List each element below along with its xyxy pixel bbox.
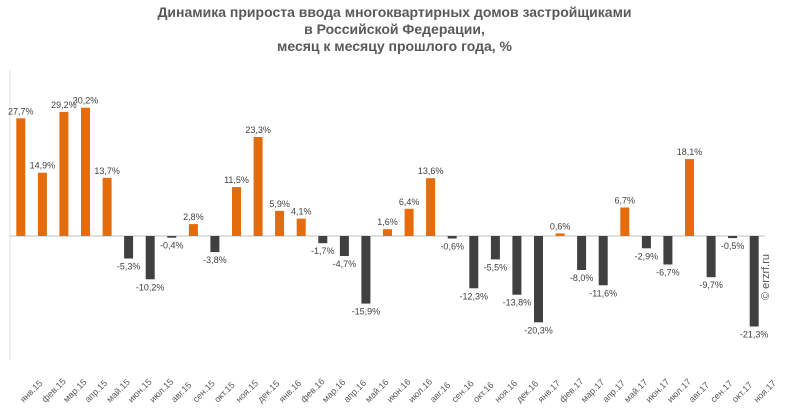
x-tick-label-янв.17: янв.17 <box>536 378 562 404</box>
bar-янв.15 <box>16 118 26 236</box>
bar-июн.15 <box>124 236 134 259</box>
data-label-май.15: 13,7% <box>94 166 120 176</box>
bar-янв.17 <box>534 236 543 323</box>
x-tick-label-сен.15: сен.15 <box>191 378 217 404</box>
data-label-апр.15: 30,2% <box>73 96 99 106</box>
bar-май.16 <box>361 236 371 304</box>
bar-июл.16 <box>404 208 414 236</box>
bar-авг.15 <box>167 236 177 238</box>
x-tick-label-апр.17: апр.17 <box>601 378 627 404</box>
data-label-июн.16: 1,6% <box>377 217 398 227</box>
bar-янв.16 <box>275 210 285 236</box>
data-label-фев.15: 14,9% <box>30 161 56 171</box>
data-label-сен.16: -0,6% <box>440 242 464 252</box>
x-tick-label-окт.17: окт.17 <box>730 380 755 405</box>
chart-title-line-3: месяц к месяцу прошлого года, % <box>277 38 512 54</box>
data-label-дек.16: -13,8% <box>503 298 532 308</box>
x-tick-label-дек.16: дек.16 <box>514 378 540 404</box>
bar-апр.17 <box>598 236 608 286</box>
data-label-июн.15: -5,3% <box>117 262 141 272</box>
bar-апр.15 <box>81 107 90 236</box>
bar-сен.15 <box>188 224 198 236</box>
data-label-апр.17: -11,6% <box>589 288 617 298</box>
data-label-авг.17: 18,1% <box>677 147 703 157</box>
data-label-дек.15: 23,3% <box>245 125 271 135</box>
data-label-фев.16: 4,1% <box>291 207 312 217</box>
bar-сен.17 <box>706 236 716 278</box>
bar-июн.17 <box>641 236 651 249</box>
bar-ноя.17 <box>749 236 759 327</box>
bar-июл.17 <box>663 236 673 265</box>
bar-окт.17 <box>728 236 738 239</box>
bar-авг.17 <box>685 159 694 236</box>
x-tick-label-сен.16: сен.16 <box>450 378 476 404</box>
x-tick-label-окт.16: окт.16 <box>471 380 496 405</box>
bar-окт.16 <box>469 236 479 289</box>
data-label-окт.17: -0,5% <box>721 241 745 251</box>
x-tick-label-янв.16: янв.16 <box>277 378 303 404</box>
x-tick-label-апр.16: апр.16 <box>342 378 368 404</box>
data-label-авг.15: -0,4% <box>160 241 184 251</box>
bar-окт.15 <box>210 236 220 253</box>
bar-мар.17 <box>577 236 587 270</box>
x-tick-label-ноя.16: ноя.16 <box>493 378 519 404</box>
data-label-фев.17: 0,6% <box>550 221 571 231</box>
x-tick-label-ноя.17: ноя.17 <box>752 378 778 404</box>
data-label-сен.15: 2,8% <box>183 212 204 222</box>
bar-ноя.15 <box>232 187 241 236</box>
bar-июн.16 <box>383 229 392 236</box>
x-tick-label-окт.15: окт.15 <box>212 380 237 405</box>
data-label-ноя.15: 11,5% <box>224 175 249 185</box>
bar-мар.16 <box>318 236 328 244</box>
data-label-май.16: -15,9% <box>352 307 381 317</box>
data-label-окт.15: -3,8% <box>203 255 227 265</box>
chart-title: Динамика прироста ввода многоквартирных … <box>0 4 789 55</box>
x-tick-label-апр.15: апр.15 <box>83 378 109 404</box>
data-label-авг.16: 13,6% <box>418 166 444 176</box>
bar-мар.15 <box>59 111 69 236</box>
data-label-ноя.16: -5,5% <box>484 262 508 272</box>
data-label-июл.16: 6,4% <box>399 197 420 207</box>
chart-title-line-2: в Российской Федерации, <box>304 21 485 37</box>
data-label-янв.17: -20,3% <box>524 325 553 335</box>
bar-июл.15 <box>145 236 155 280</box>
data-label-окт.16: -12,3% <box>460 291 489 301</box>
data-label-июл.15: -10,2% <box>136 282 165 292</box>
data-label-янв.16: 5,9% <box>269 199 290 209</box>
data-label-мар.15: 29,2% <box>51 100 77 110</box>
x-tick-label-дек.15: дек.15 <box>255 378 281 404</box>
bar-апр.16 <box>339 236 349 256</box>
data-label-ноя.17: -21,3% <box>740 330 769 340</box>
bar-фев.17 <box>555 233 565 236</box>
source-watermark: © erzrf.ru <box>760 254 772 300</box>
x-tick-label-ноя.15: ноя.15 <box>234 378 260 404</box>
chart-title-line-1: Динамика прироста ввода многоквартирных … <box>157 4 632 20</box>
bar-май.15 <box>102 177 112 236</box>
bar-авг.16 <box>426 178 436 236</box>
bar-дек.15 <box>253 137 263 236</box>
bar-май.17 <box>620 207 630 236</box>
data-label-мар.17: -8,0% <box>570 273 594 283</box>
data-label-июл.17: -6,7% <box>656 268 680 278</box>
bar-фев.15 <box>37 172 47 236</box>
data-label-мар.16: -1,7% <box>311 246 335 256</box>
data-label-май.17: 6,7% <box>615 196 636 206</box>
x-tick-label-сен.17: сен.17 <box>708 378 734 404</box>
x-tick-label-янв.15: янв.15 <box>18 378 44 404</box>
data-label-апр.16: -4,7% <box>333 259 357 269</box>
bar-фев.16 <box>296 218 306 236</box>
data-label-янв.15: 27,7% <box>8 106 34 116</box>
data-label-июн.17: -2,9% <box>635 251 659 261</box>
bar-дек.16 <box>512 236 522 295</box>
data-label-сен.17: -9,7% <box>699 280 723 290</box>
bar-сен.16 <box>447 236 457 239</box>
bar-ноя.16 <box>490 236 500 260</box>
